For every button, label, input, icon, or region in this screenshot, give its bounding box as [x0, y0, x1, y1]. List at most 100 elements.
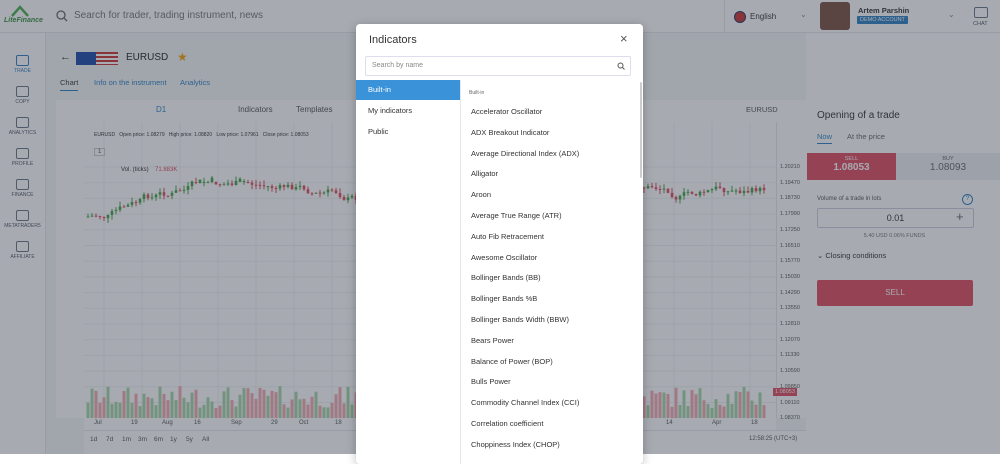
volume-bar: [206, 397, 210, 418]
volume-input[interactable]: 0.01 +: [817, 208, 974, 228]
range-button[interactable]: 7d: [106, 436, 114, 443]
price-label: 1.19470: [780, 179, 800, 186]
candle-body: [730, 190, 734, 192]
close-button[interactable]: ×: [620, 31, 628, 46]
chat-icon[interactable]: [974, 7, 988, 18]
volume-bar: [702, 400, 706, 418]
indicator-item[interactable]: Commodity Channel Index (CCI): [471, 398, 580, 408]
sidebar-item[interactable]: TRADE: [0, 55, 45, 74]
indicator-item[interactable]: Bollinger Bands %B: [471, 294, 538, 304]
templates-button[interactable]: Templates: [296, 105, 333, 114]
sidebar-label: FINANCE: [11, 192, 34, 198]
date-label: 18: [751, 420, 758, 426]
category-item[interactable]: Public: [368, 127, 389, 136]
help-icon[interactable]: ?: [962, 194, 973, 205]
volume-bar: [146, 397, 150, 418]
timeframe[interactable]: D1: [156, 105, 167, 114]
candle-body: [178, 190, 182, 192]
indicator-item[interactable]: Bulls Power: [471, 377, 511, 387]
indicator-item[interactable]: Alligator: [471, 169, 499, 179]
candle-body: [170, 192, 174, 196]
indicators-button[interactable]: Indicators: [238, 105, 273, 114]
flag-us: [96, 52, 118, 65]
sidebar-item[interactable]: AFFILIATE: [0, 241, 45, 260]
sell-quote[interactable]: SELL 1.08053: [807, 153, 896, 180]
range-button[interactable]: All: [202, 436, 210, 443]
divider: [724, 0, 725, 32]
sell-button[interactable]: SELL: [817, 280, 973, 306]
sidebar-item[interactable]: FINANCE: [0, 179, 45, 198]
sidebar-item[interactable]: COPY: [0, 86, 45, 105]
scrollbar[interactable]: [640, 82, 642, 178]
candle-body: [110, 211, 114, 215]
sidebar-item[interactable]: PROFILE: [0, 148, 45, 167]
range-button[interactable]: 1y: [170, 436, 177, 443]
indicator-item[interactable]: Accelerator Oscillator: [471, 107, 543, 116]
volume-bar: [194, 389, 198, 418]
search-placeholder[interactable]: Search for trader, trading instrument, n…: [74, 10, 263, 21]
instrument-symbol: EURUSD: [126, 52, 169, 63]
volume-bar: [98, 402, 102, 418]
chevron[interactable]: ⌄: [948, 10, 955, 19]
volume-bar: [690, 390, 694, 418]
search-icon: [617, 62, 625, 70]
sidebar-item[interactable]: ANALYTICS: [0, 117, 45, 136]
candle-body: [726, 191, 730, 193]
candle-body: [210, 177, 214, 182]
candle-body: [310, 193, 314, 195]
indicator-item[interactable]: Balance of Power (BOP): [471, 356, 553, 366]
sidebar-icon: [16, 179, 29, 190]
sidebar-item[interactable]: METATRADER5: [0, 210, 45, 229]
chevron[interactable]: ⌄: [800, 10, 807, 19]
volume-bar: [706, 404, 710, 418]
indicator-item[interactable]: ADX Breakout Indicator: [471, 127, 550, 137]
indicator-item[interactable]: Aroon: [471, 190, 492, 200]
volume-bar: [726, 393, 730, 418]
favorite-star[interactable]: ★: [177, 50, 188, 64]
candle-body: [202, 181, 206, 183]
back-arrow[interactable]: ←: [60, 51, 71, 63]
indicator-item[interactable]: Average Directional Index (ADX): [471, 148, 580, 158]
closing-conditions[interactable]: ⌄ Closing conditions: [817, 251, 887, 260]
indicator-item[interactable]: Bears Power: [471, 335, 514, 345]
volume-bar: [730, 403, 734, 418]
volume-bar: [90, 388, 94, 418]
candle-body: [234, 180, 238, 186]
candle-body: [742, 190, 746, 194]
volume-bar: [750, 400, 754, 418]
candle-body: [714, 186, 718, 190]
instrument-tab[interactable]: Info on the instrument: [94, 78, 167, 87]
range-button[interactable]: 6m: [154, 436, 164, 443]
range-button[interactable]: 1m: [122, 436, 132, 443]
range-button[interactable]: 5y: [186, 436, 193, 443]
candle-body: [194, 182, 198, 184]
indicator-item[interactable]: Bollinger Bands (BB): [471, 273, 541, 283]
category-item[interactable]: My indicators: [368, 106, 413, 115]
volume-bar: [674, 387, 678, 418]
indicator-item[interactable]: Average True Range (ATR): [471, 211, 562, 220]
candle-body: [702, 191, 706, 193]
language[interactable]: English: [750, 12, 777, 21]
indicator-item[interactable]: Auto Fib Retracement: [471, 231, 544, 241]
buy-quote[interactable]: BUY 1.08093: [896, 153, 1000, 180]
search-box[interactable]: Search by name: [365, 56, 631, 76]
indicator-item[interactable]: Correlation coefficient: [471, 419, 544, 428]
tab-at-price[interactable]: At the price: [847, 132, 885, 141]
candle-body: [190, 181, 194, 187]
sell-price: 1.08053: [833, 162, 870, 173]
category-item[interactable]: Built-in: [356, 80, 460, 100]
range-button[interactable]: 1d: [90, 436, 98, 443]
symbol-select[interactable]: EURUSD: [746, 105, 778, 114]
volume-label: Vol. (ticks): [121, 167, 149, 173]
indicator-item[interactable]: Choppiness Index (CHOP): [471, 439, 560, 449]
instrument-tab[interactable]: Chart: [60, 78, 79, 91]
tab-now[interactable]: Now: [817, 132, 833, 144]
range-button[interactable]: 3m: [138, 436, 148, 443]
chat-label[interactable]: CHAT: [973, 21, 988, 27]
volume-bar: [190, 392, 194, 418]
indicator-item[interactable]: Awesome Oscillator: [471, 252, 538, 262]
indicator-item[interactable]: Bollinger Bands Width (BBW): [471, 315, 569, 324]
plus-button[interactable]: +: [956, 209, 964, 224]
instrument-tab[interactable]: Analytics: [180, 78, 211, 87]
price-label: 1.17990: [780, 211, 800, 218]
